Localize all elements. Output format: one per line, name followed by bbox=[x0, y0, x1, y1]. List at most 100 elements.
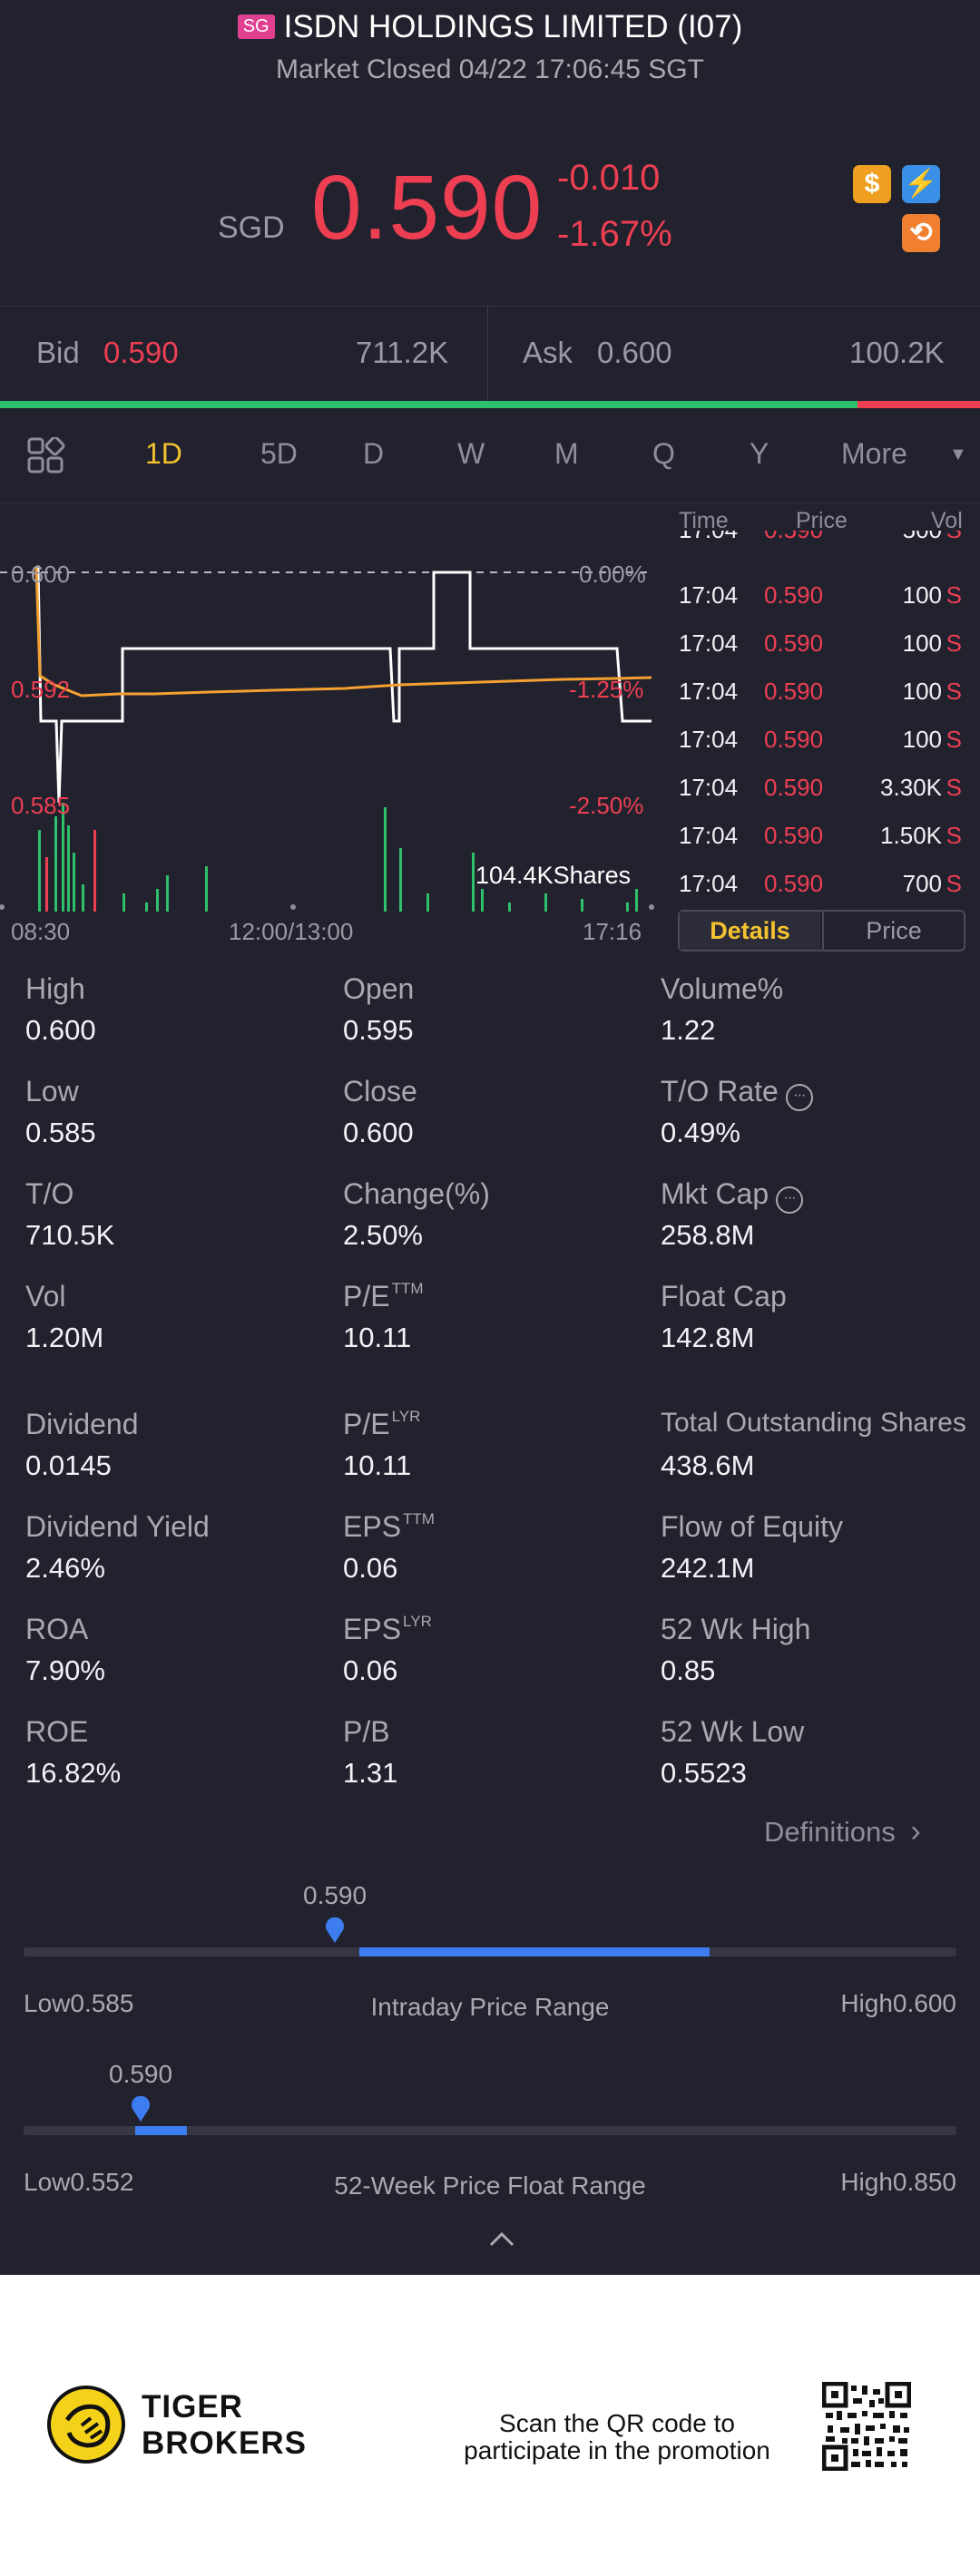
more-dropdown-icon[interactable]: ▼ bbox=[949, 444, 967, 464]
tab-5d[interactable]: 5D bbox=[260, 437, 298, 470]
stat-value: 0.0145 bbox=[25, 1449, 112, 1481]
volume-bar bbox=[67, 825, 70, 912]
stat-label: High bbox=[25, 972, 85, 1005]
tab-more[interactable]: More bbox=[841, 437, 907, 470]
last-price: 0.590 bbox=[311, 157, 544, 259]
volume-bar bbox=[384, 807, 387, 912]
period-tabs: 1D 5D D W M Q Y More ▼ bbox=[0, 408, 980, 503]
chart-price-mid: 0.592 bbox=[11, 676, 71, 703]
stat-value: 1.22 bbox=[661, 1014, 716, 1046]
trades-vol-header: Vol bbox=[931, 508, 963, 533]
stat-value: 0.49% bbox=[661, 1117, 740, 1148]
collapse-chevron-icon[interactable] bbox=[488, 2230, 515, 2248]
stat-value: 2.50% bbox=[343, 1219, 423, 1251]
volume-bar bbox=[581, 899, 583, 912]
dollar-icon[interactable]: $ bbox=[853, 165, 891, 203]
trade-row: 17:04 0.590 100 S bbox=[679, 629, 962, 657]
tab-q[interactable]: Q bbox=[652, 437, 675, 470]
segment-details[interactable]: Details bbox=[680, 912, 820, 950]
stat-label: Change(%) bbox=[343, 1177, 490, 1210]
stat-value: 10.11 bbox=[343, 1449, 412, 1481]
stat-value: 0.06 bbox=[343, 1654, 398, 1686]
lightning-icon[interactable]: ⚡ bbox=[902, 165, 940, 203]
tab-w[interactable]: W bbox=[457, 437, 485, 470]
info-icon[interactable]: ··· bbox=[785, 1084, 813, 1111]
stat-label: 52 Wk Low bbox=[661, 1715, 805, 1748]
volume-bar bbox=[166, 875, 169, 912]
stat-value: 2.46% bbox=[25, 1552, 105, 1584]
trade-row: 17:04 0.590 700 S bbox=[679, 870, 962, 897]
stat-label: Open bbox=[343, 972, 415, 1005]
trade-row: 17:04 0.590 100 S bbox=[679, 581, 962, 609]
week52-track bbox=[24, 2126, 956, 2135]
trade-row: 17:04 0.590 100 S bbox=[679, 678, 962, 705]
intraday-current-price: 0.590 bbox=[303, 1881, 368, 1909]
stat-label: Vol bbox=[25, 1280, 66, 1312]
brand-line1: TIGER bbox=[142, 2389, 243, 2425]
info-icon[interactable]: ··· bbox=[776, 1186, 804, 1214]
price-change-percent: -1.67% bbox=[557, 214, 672, 254]
stat-label: Close bbox=[343, 1075, 417, 1107]
chart-price-low: 0.585 bbox=[11, 792, 71, 819]
bid-label: Bid bbox=[36, 336, 80, 369]
volume-bar bbox=[54, 816, 57, 912]
stat-label: Float Cap bbox=[661, 1280, 787, 1312]
stat-value: 258.8M bbox=[661, 1219, 755, 1251]
stat-label: Dividend Yield bbox=[25, 1510, 210, 1543]
segment-price[interactable]: Price bbox=[822, 912, 964, 950]
volume-bar bbox=[426, 893, 429, 912]
stat-label: Total Outstanding Shares bbox=[661, 1408, 966, 1438]
chart-pct-low: -2.50% bbox=[569, 792, 644, 819]
trade-row: 17:04 0.590 500 S bbox=[676, 531, 971, 552]
bid-size: 711.2K bbox=[356, 336, 449, 369]
volume-bar bbox=[481, 889, 484, 912]
stat-value: 710.5K bbox=[25, 1219, 115, 1251]
stat-label: ROA bbox=[25, 1613, 89, 1645]
avg-line bbox=[34, 566, 652, 698]
volume-bar bbox=[122, 893, 125, 912]
ask-size: 100.2K bbox=[849, 336, 945, 369]
ask-ratio-bar bbox=[858, 401, 980, 408]
stat-label-with-info: Mkt Cap ··· bbox=[661, 1177, 804, 1214]
stat-value: 16.82% bbox=[25, 1757, 122, 1789]
tab-1d[interactable]: 1D bbox=[145, 437, 182, 470]
volume-bar bbox=[472, 853, 475, 912]
volume-bar bbox=[635, 889, 638, 912]
volume-bar bbox=[508, 903, 511, 912]
bid-ask-divider bbox=[487, 306, 488, 402]
definitions-link[interactable]: Definitions › bbox=[764, 1814, 921, 1849]
stat-label: P/B bbox=[343, 1715, 390, 1748]
stat-value: 0.06 bbox=[343, 1552, 398, 1584]
stat-value: 7.90% bbox=[25, 1654, 105, 1686]
bid-price: 0.590 bbox=[103, 336, 179, 369]
trade-row: 17:04 0.590 100 S bbox=[679, 726, 962, 753]
trade-row: 17:04 0.590 1.50K S bbox=[679, 822, 962, 849]
intraday-fill bbox=[359, 1947, 710, 1956]
chevron-right-icon: › bbox=[910, 1814, 921, 1849]
stat-value: 0.5523 bbox=[661, 1757, 747, 1789]
market-badge: SG bbox=[237, 15, 275, 39]
intraday-chart[interactable] bbox=[0, 503, 662, 912]
chart-time-mid: 12:00/13:00 bbox=[229, 918, 354, 945]
tab-d[interactable]: D bbox=[363, 437, 385, 470]
intraday-marker-icon bbox=[326, 1917, 344, 1943]
tab-y[interactable]: Y bbox=[750, 437, 769, 470]
tab-m[interactable]: M bbox=[554, 437, 579, 470]
stat-label: EPS LYR bbox=[343, 1613, 432, 1645]
trade-row: 17:04 0.590 3.30K S bbox=[679, 774, 962, 801]
volume-bar bbox=[145, 903, 148, 912]
volume-bar bbox=[73, 853, 75, 912]
ask-label: Ask bbox=[523, 336, 573, 369]
intraday-title: Intraday Price Range bbox=[370, 1993, 610, 2021]
stat-value: 0.600 bbox=[25, 1014, 96, 1046]
stat-label: Low bbox=[25, 1075, 79, 1107]
chart-time-end: 17:16 bbox=[583, 918, 642, 945]
exchange-icon[interactable]: ⟲ bbox=[902, 214, 940, 252]
grid-layout-icon[interactable] bbox=[27, 437, 65, 475]
intraday-high: High0.600 bbox=[840, 1989, 956, 2017]
volume-bar bbox=[399, 848, 402, 912]
intraday-track bbox=[24, 1947, 956, 1956]
volume-bar bbox=[626, 903, 629, 912]
volume-bar bbox=[38, 830, 41, 912]
stock-title: SG ISDN HOLDINGS LIMITED (I07) bbox=[0, 9, 980, 45]
